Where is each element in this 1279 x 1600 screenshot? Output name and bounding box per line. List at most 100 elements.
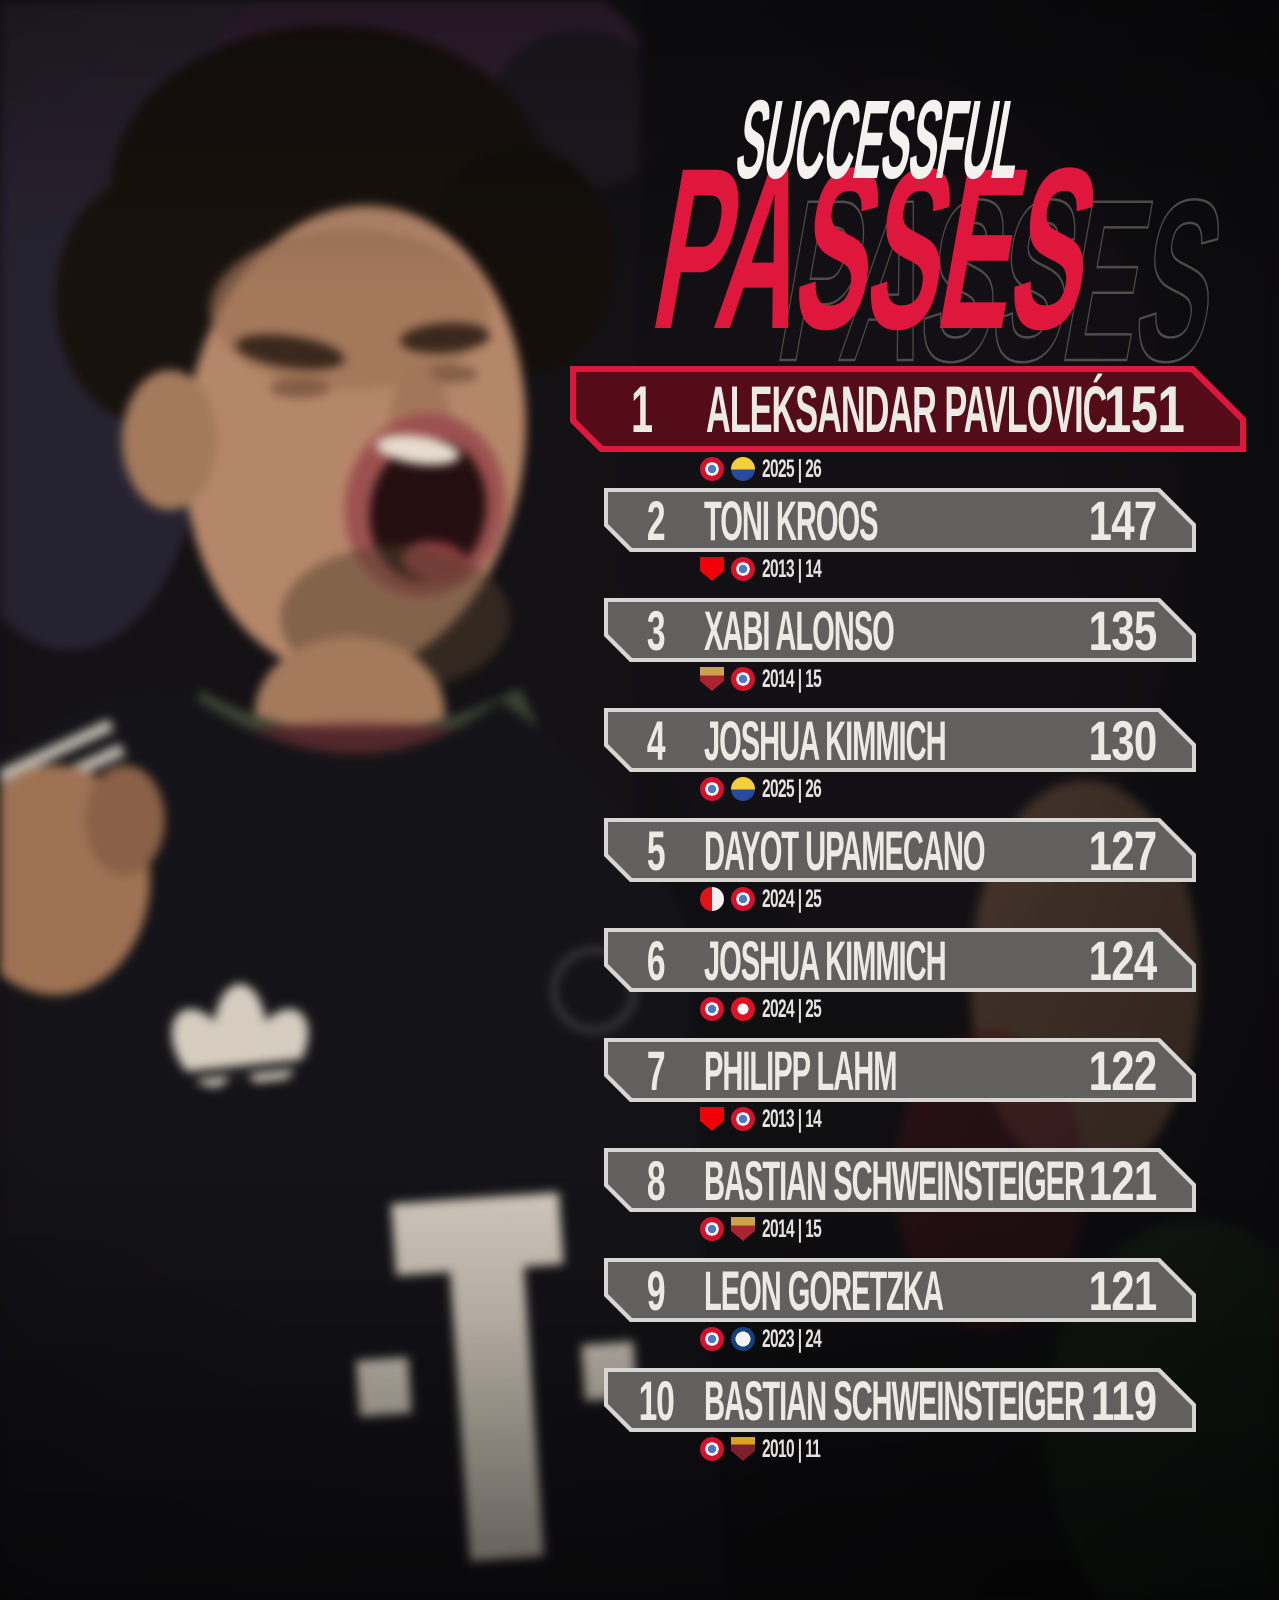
ranking-row-box: 10 BASTIAN SCHWEINSTEIGER 119 (604, 1368, 1196, 1432)
pass-count: 121 (1088, 1258, 1156, 1322)
ranking-row: 9 LEON GORETZKA 121 2023 | 24 (604, 1258, 1196, 1353)
club-badges (700, 887, 762, 911)
season-label: 2023 | 24 (762, 1324, 822, 1353)
ranking-row: 8 BASTIAN SCHWEINSTEIGER 121 2014 | 15 (604, 1148, 1196, 1243)
season-label: 2014 | 15 (762, 1214, 822, 1243)
match-info: 2014 | 15 (700, 664, 1196, 693)
rank-number: 2 (647, 488, 665, 552)
bayern-munich-badge (731, 557, 755, 581)
ranking-row: 7 PHILIPP LAHM 122 2013 | 14 (604, 1038, 1196, 1133)
pass-count: 151 (1103, 372, 1184, 446)
bayern-munich-badge (731, 887, 755, 911)
pass-count: 130 (1088, 708, 1156, 772)
season-label: 2024 | 25 (762, 884, 822, 913)
as-roma-badge (731, 1437, 755, 1461)
union-saint-gilloise-badge (731, 777, 755, 801)
ranking-row-box: 2 TONI KROOS 147 (604, 488, 1196, 552)
bayern-munich-badge (700, 997, 724, 1021)
ranking-row-box: 8 BASTIAN SCHWEINSTEIGER 121 (604, 1148, 1196, 1212)
ranking-row-box: 6 JOSHUA KIMMICH 124 (604, 928, 1196, 992)
fc-copenhagen-badge (731, 1327, 755, 1351)
pass-count: 121 (1088, 1148, 1156, 1212)
club-badges (700, 997, 762, 1021)
ranking-row: 3 XABI ALONSO 135 2014 | 15 (604, 598, 1196, 693)
rank-number: 3 (647, 598, 665, 662)
club-badges (700, 1437, 762, 1461)
ranking-row: 4 JOSHUA KIMMICH 130 2025 | 26 (604, 708, 1196, 803)
rank-number: 9 (647, 1258, 665, 1322)
bayern-munich-badge (700, 457, 724, 481)
match-info: 2013 | 14 (700, 1104, 1196, 1133)
ranking-row-box: 1 ALEKSANDAR PAVLOVIĆ 151 (570, 366, 1246, 452)
season-label: 2013 | 14 (762, 554, 822, 583)
arsenal-badge (700, 557, 724, 581)
match-info: 2025 | 26 (700, 774, 1196, 803)
match-info: 2023 | 24 (700, 1324, 1196, 1353)
match-info: 2025 | 26 (700, 454, 1246, 483)
player-name: DAYOT UPAMECANO (704, 818, 985, 882)
club-badges (700, 557, 762, 581)
union-saint-gilloise-badge (731, 457, 755, 481)
player-name: XABI ALONSO (704, 598, 894, 662)
ranking-row-box: 9 LEON GORETZKA 121 (604, 1258, 1196, 1322)
player-name: JOSHUA KIMMICH (704, 928, 946, 992)
season-label: 2014 | 15 (762, 664, 822, 693)
feyenoord-badge (700, 887, 724, 911)
bayern-munich-badge (700, 1327, 724, 1351)
pass-count: 122 (1088, 1038, 1156, 1102)
player-name: BASTIAN SCHWEINSTEIGER (704, 1368, 1084, 1432)
player-name: LEON GORETZKA (704, 1258, 943, 1322)
bayern-munich-badge (700, 1217, 724, 1241)
title-successful: SUCCESSFUL (728, 77, 1032, 202)
club-badges (700, 777, 762, 801)
pass-count: 119 (1090, 1368, 1156, 1432)
ranking-row-box: 7 PHILIPP LAHM 122 (604, 1038, 1196, 1102)
pass-count: 147 (1088, 488, 1156, 552)
rank-number: 5 (647, 818, 665, 882)
season-label: 2025 | 26 (762, 454, 822, 483)
player-name: JOSHUA KIMMICH (704, 708, 946, 772)
season-label: 2013 | 14 (762, 1104, 822, 1133)
cska-moscow-badge (700, 667, 724, 691)
ranking-row: 10 BASTIAN SCHWEINSTEIGER 119 2010 | 11 (604, 1368, 1196, 1463)
player-name: BASTIAN SCHWEINSTEIGER (704, 1148, 1084, 1212)
rank-number: 6 (647, 928, 665, 992)
ranking-row-box: 3 XABI ALONSO 135 (604, 598, 1196, 662)
title-block: PASSES PASSES SUCCESSFUL (589, 70, 1238, 410)
season-label: 2024 | 25 (762, 994, 822, 1023)
club-badges (700, 1327, 762, 1351)
club-badges (700, 457, 762, 481)
player-name: PHILIPP LAHM (704, 1038, 897, 1102)
pass-count: 127 (1088, 818, 1156, 882)
match-info: 2024 | 25 (700, 994, 1196, 1023)
bayern-munich-badge (700, 1437, 724, 1461)
arsenal-badge (700, 1107, 724, 1131)
bayern-munich-badge (731, 667, 755, 691)
rank-number: 7 (647, 1038, 665, 1102)
club-badges (700, 1107, 762, 1131)
season-label: 2025 | 26 (762, 774, 822, 803)
ranking-row: 1 ALEKSANDAR PAVLOVIĆ 151 2025 | 26 (570, 366, 1246, 483)
bayern-munich-badge (731, 1107, 755, 1131)
ranking-row-box: 4 JOSHUA KIMMICH 130 (604, 708, 1196, 772)
player-name: ALEKSANDAR PAVLOVIĆ (706, 372, 1107, 446)
season-label: 2010 | 11 (762, 1434, 821, 1463)
match-info: 2014 | 15 (700, 1214, 1196, 1243)
pass-count: 124 (1088, 928, 1156, 992)
club-badges (700, 1217, 762, 1241)
pass-count: 135 (1088, 598, 1156, 662)
cska-moscow-badge (731, 1217, 755, 1241)
rank-number: 8 (647, 1148, 665, 1212)
rank-number: 1 (630, 372, 652, 446)
club-badges (700, 667, 762, 691)
ranking-row-box: 5 DAYOT UPAMECANO 127 (604, 818, 1196, 882)
match-info: 2010 | 11 (700, 1434, 1196, 1463)
ranking-row: 6 JOSHUA KIMMICH 124 2024 | 25 (604, 928, 1196, 1023)
ranking-row: 2 TONI KROOS 147 2013 | 14 (604, 488, 1196, 583)
match-info: 2024 | 25 (700, 884, 1196, 913)
player-name: TONI KROOS (704, 488, 878, 552)
rank-number: 10 (638, 1368, 674, 1432)
ranking-list: 1 ALEKSANDAR PAVLOVIĆ 151 2025 | 26 2 TO… (570, 366, 1250, 1478)
match-info: 2013 | 14 (700, 554, 1196, 583)
